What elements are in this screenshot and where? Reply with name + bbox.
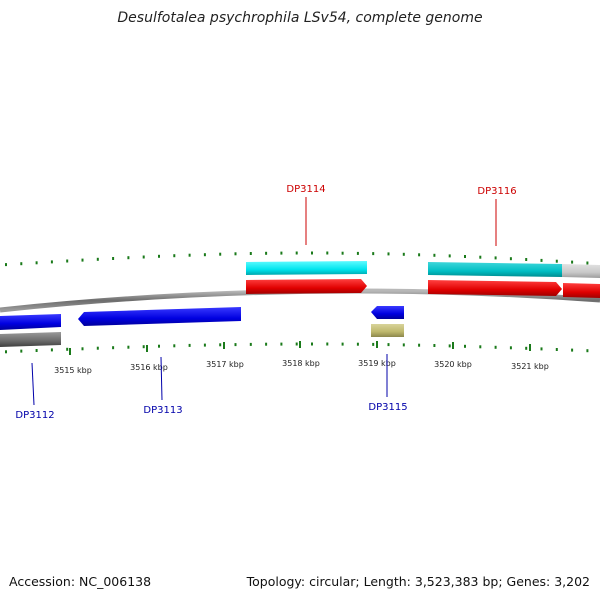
gene-label-group-dp3116[interactable]: DP3116 [477,186,517,246]
gene-cds-next-forward[interactable] [563,283,600,298]
footer-accession: Accession: NC_006138 [9,574,152,589]
gene-label-group-dp3114[interactable]: DP3114 [286,184,326,245]
gene-label-group-dp3112[interactable]: DP3112 [15,362,55,421]
map-title: Desulfotalea psychrophila LSv54, complet… [117,10,483,26]
scale-tick-label: 3520 kbp [434,360,472,369]
gene-label-dp3115[interactable]: DP3115 [368,402,407,413]
scale-tick-label: 3519 kbp [358,359,396,368]
gene-feature-dp3114-rna[interactable] [246,261,367,275]
gene-label-dp3113[interactable]: DP3113 [143,405,182,416]
gene-cds-dp3113[interactable] [78,307,241,326]
scale-tick: 3517 kbp [206,342,244,369]
scale-tick-label: 3521 kbp [511,362,549,371]
scale-tick: 3521 kbp [511,344,549,371]
gene-cds-dp3116[interactable] [428,280,562,296]
gene-feature-dp3116-rna[interactable] [428,262,562,277]
gene-label-group-dp3113[interactable]: DP3113 [143,356,183,416]
scale-tick-label: 3518 kbp [282,359,320,368]
gene-cds-dp3114[interactable] [246,279,367,294]
scale-tick-label: 3515 kbp [54,366,92,375]
scale-tick: 3520 kbp [434,342,472,369]
gene-feature-gray[interactable] [0,332,61,347]
gene-label-dp3114[interactable]: DP3114 [286,184,325,195]
minor-ticks-top [5,251,589,267]
gene-cds-dp3112[interactable] [0,314,61,330]
footer-summary: Topology: circular; Length: 3,523,383 bp… [246,574,590,589]
gene-label-dp3112[interactable]: DP3112 [15,410,54,421]
scale-tick-label: 3516 kbp [130,363,168,372]
scale-tick: 3518 kbp [282,341,320,368]
scale-tick: 3519 kbp [358,341,396,368]
gene-cds-dp3115[interactable] [371,306,404,319]
scale-tick-label: 3517 kbp [206,360,244,369]
scale-tick: 3516 kbp [130,345,168,372]
scale-tick: 3515 kbp [54,348,92,375]
gene-label-group-dp3115[interactable]: DP3115 [368,354,408,413]
gene-feature-khaki[interactable] [371,324,404,337]
gene-feature-light-gray[interactable] [562,264,600,278]
gene-label-dp3116[interactable]: DP3116 [477,186,516,197]
minor-ticks-bottom [5,342,589,354]
